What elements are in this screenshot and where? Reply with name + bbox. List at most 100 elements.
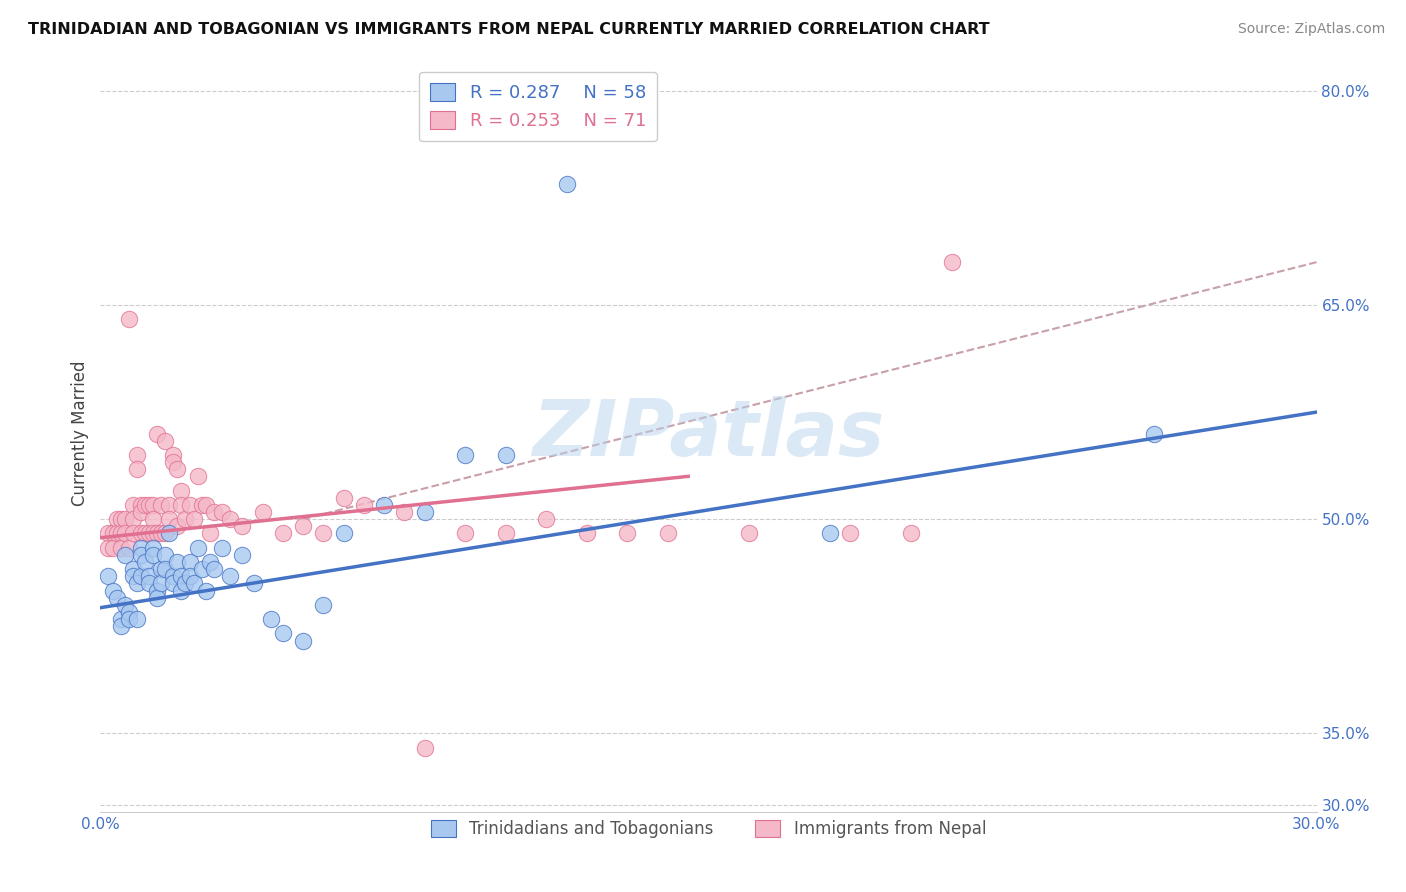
Point [101, 526, 124, 541]
Point [738, 526, 761, 541]
Point [142, 526, 165, 541]
Point [150, 498, 173, 512]
Point [146, 583, 169, 598]
Point [174, 512, 197, 526]
Point [118, 541, 141, 555]
Point [125, 448, 148, 462]
Point [495, 448, 517, 462]
Point [125, 576, 148, 591]
Point [413, 505, 436, 519]
Point [166, 519, 188, 533]
Point [150, 526, 173, 541]
Point [121, 526, 143, 541]
Point [110, 512, 132, 526]
Point [292, 519, 315, 533]
Point [413, 740, 436, 755]
Point [138, 576, 160, 591]
Point [129, 548, 152, 562]
Point [190, 562, 212, 576]
Point [114, 548, 136, 562]
Point [194, 498, 217, 512]
Point [97, 526, 120, 541]
Text: TRINIDADIAN AND TOBAGONIAN VS IMMIGRANTS FROM NEPAL CURRENTLY MARRIED CORRELATIO: TRINIDADIAN AND TOBAGONIAN VS IMMIGRANTS… [28, 22, 990, 37]
Point [190, 498, 212, 512]
Point [142, 541, 165, 555]
Text: Source: ZipAtlas.com: Source: ZipAtlas.com [1237, 22, 1385, 37]
Point [110, 619, 132, 633]
Point [211, 541, 233, 555]
Point [150, 576, 173, 591]
Point [179, 498, 201, 512]
Point [105, 512, 128, 526]
Point [162, 576, 184, 591]
Point [110, 612, 132, 626]
Point [166, 462, 188, 476]
Point [187, 541, 209, 555]
Point [129, 569, 152, 583]
Point [97, 569, 120, 583]
Y-axis label: Currently Married: Currently Married [72, 360, 89, 507]
Point [129, 526, 152, 541]
Point [252, 505, 274, 519]
Point [150, 562, 173, 576]
Point [138, 498, 160, 512]
Point [179, 569, 201, 583]
Point [1143, 426, 1166, 441]
Point [271, 626, 294, 640]
Point [657, 526, 679, 541]
Point [575, 526, 598, 541]
Point [166, 555, 188, 569]
Point [129, 498, 152, 512]
Point [118, 312, 141, 326]
Point [155, 526, 177, 541]
Point [114, 526, 136, 541]
Point [121, 512, 143, 526]
Point [332, 491, 354, 505]
Point [170, 483, 193, 498]
Point [292, 633, 315, 648]
Point [114, 598, 136, 612]
Point [138, 569, 160, 583]
Point [231, 519, 253, 533]
Point [202, 562, 225, 576]
Point [183, 512, 205, 526]
Point [373, 498, 395, 512]
Point [454, 526, 477, 541]
Point [110, 541, 132, 555]
Point [97, 541, 120, 555]
Point [146, 591, 169, 605]
Point [162, 448, 184, 462]
Point [353, 498, 375, 512]
Point [105, 591, 128, 605]
Point [616, 526, 638, 541]
Point [194, 583, 217, 598]
Point [198, 555, 221, 569]
Point [312, 598, 335, 612]
Point [187, 469, 209, 483]
Point [162, 569, 184, 583]
Point [198, 526, 221, 541]
Point [146, 426, 169, 441]
Point [155, 562, 177, 576]
Point [142, 512, 165, 526]
Point [138, 526, 160, 541]
Point [157, 526, 180, 541]
Point [170, 498, 193, 512]
Point [142, 498, 165, 512]
Point [183, 576, 205, 591]
Point [174, 576, 197, 591]
Point [134, 498, 156, 512]
Point [157, 498, 180, 512]
Point [312, 526, 335, 541]
Point [170, 583, 193, 598]
Point [121, 569, 143, 583]
Point [219, 512, 242, 526]
Point [114, 512, 136, 526]
Point [121, 498, 143, 512]
Point [900, 526, 922, 541]
Point [536, 512, 558, 526]
Point [555, 177, 578, 191]
Point [118, 612, 141, 626]
Point [271, 526, 294, 541]
Legend: Trinidadians and Tobagonians, Immigrants from Nepal: Trinidadians and Tobagonians, Immigrants… [425, 814, 993, 845]
